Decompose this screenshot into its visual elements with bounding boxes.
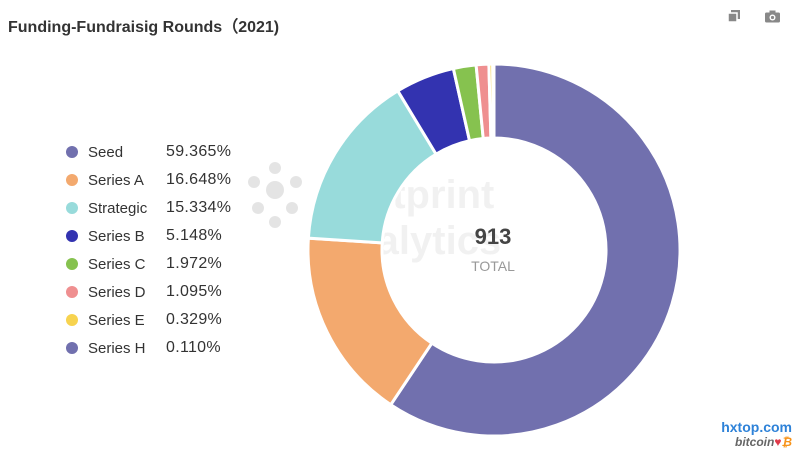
legend-value: 1.095%: [166, 283, 223, 300]
heart-icon: ♥: [774, 435, 782, 449]
center-total-label: TOTAL: [471, 258, 515, 274]
legend-swatch: [66, 174, 78, 186]
legend-swatch: [66, 230, 78, 242]
legend-value: 59.365%: [166, 143, 232, 160]
legend-label: Series C: [88, 255, 146, 273]
legend-value: 1.972%: [166, 255, 223, 272]
chart-toolbar: [724, 6, 782, 26]
legend-value: 16.648%: [166, 171, 232, 188]
chart-title: Funding-Fundraisig Rounds（2021): [8, 19, 280, 36]
bitcoin-icon: ₿: [781, 435, 792, 449]
site-watermark: hxtop.com bitcoin♥₿: [721, 420, 792, 450]
legend-label: Series A: [88, 171, 144, 189]
legend-label: Seed: [88, 143, 124, 161]
donut-slice-seed[interactable]: [388, 62, 682, 438]
legend-label: Series H: [88, 339, 146, 357]
legend-swatch: [66, 258, 78, 270]
legend-value: 0.329%: [166, 311, 223, 328]
legend-value: 5.148%: [166, 227, 223, 244]
center-total-value: 913: [474, 224, 512, 249]
legend-item[interactable]: Series B 5.148%: [66, 222, 231, 250]
legend-label: Strategic: [88, 199, 148, 217]
legend-item[interactable]: Series A 16.648%: [66, 166, 231, 194]
watermark-logo-icon: [240, 160, 310, 255]
legend-value: 0.110%: [166, 339, 221, 356]
legend-item[interactable]: Seed 59.365%: [66, 138, 231, 166]
legend-item[interactable]: Strategic 15.334%: [66, 194, 231, 222]
legend-label: Series E: [88, 311, 145, 329]
site-sub-text: bitcoin: [735, 435, 775, 449]
legend-swatch: [66, 314, 78, 326]
legend-item[interactable]: Series D 1.095%: [66, 278, 231, 306]
legend-swatch: [66, 146, 78, 158]
site-domain: hxtop.com: [721, 419, 792, 435]
legend-label: Series D: [88, 283, 146, 301]
legend-label: Series B: [88, 227, 145, 245]
legend-swatch: [66, 202, 78, 214]
copy-icon[interactable]: [724, 6, 744, 26]
legend-item[interactable]: Series E 0.329%: [66, 306, 231, 334]
legend-item[interactable]: Series C 1.972%: [66, 250, 231, 278]
legend-item[interactable]: Series H 0.110%: [66, 334, 231, 362]
donut-slice-series-h[interactable]: [491, 62, 496, 140]
chart-legend: Seed 59.365% Series A 16.648% Strategic 15.33…: [66, 138, 231, 362]
legend-value: 15.334%: [166, 199, 232, 216]
legend-swatch: [66, 342, 78, 354]
legend-swatch: [66, 286, 78, 298]
camera-icon[interactable]: [762, 6, 782, 26]
